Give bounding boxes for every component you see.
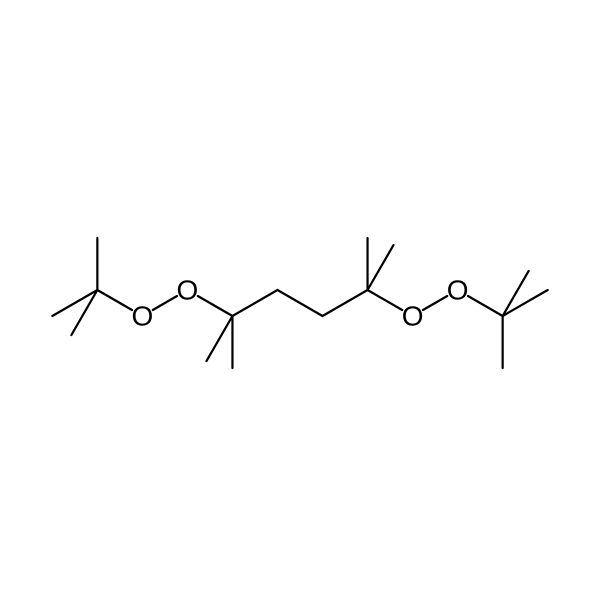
molecule-diagram: OOOO <box>0 0 600 600</box>
bond <box>468 296 503 316</box>
bond <box>153 296 177 310</box>
oxygen-atom: O <box>447 275 469 306</box>
bond <box>323 290 368 316</box>
oxygen-atom: O <box>131 301 153 332</box>
bond <box>206 316 232 361</box>
bond <box>277 290 322 316</box>
bond <box>97 290 132 310</box>
bond <box>368 290 403 310</box>
bond <box>198 296 233 316</box>
bond <box>368 245 394 290</box>
bond <box>423 296 447 310</box>
oxygen-atom: O <box>402 301 424 332</box>
bond <box>232 290 277 316</box>
oxygen-atom: O <box>177 275 199 306</box>
